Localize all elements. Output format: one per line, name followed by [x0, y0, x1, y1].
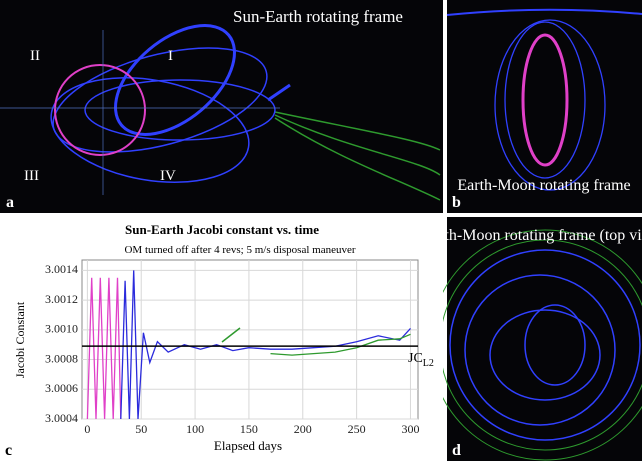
chart-title: Sun-Earth Jacobi constant vs. time	[125, 222, 319, 237]
series-line	[120, 270, 411, 420]
chart-subtitle: OM turned off after 4 revs; 5 m/s dispos…	[124, 244, 355, 256]
x-tick-label: 150	[240, 422, 258, 436]
series-line	[86, 277, 122, 420]
y-tick-label: 3.0012	[45, 292, 78, 306]
y-tick-label: 3.0008	[45, 351, 78, 365]
x-tick-label: 250	[348, 422, 366, 436]
y-axis-label: Jacobi Constant	[13, 301, 27, 378]
region-label: I	[168, 48, 173, 64]
reference-label-sub: L2	[423, 358, 434, 369]
y-tick-label: 3.0006	[45, 381, 78, 395]
panel-a-bg	[0, 0, 443, 213]
y-tick-label: 3.0014	[45, 262, 78, 276]
panel-label: d	[452, 442, 461, 459]
y-tick-label: 3.0004	[45, 411, 78, 425]
panel-a-orbits	[0, 24, 441, 201]
x-tick-label: 0	[84, 422, 90, 436]
series-line	[270, 333, 411, 356]
plot-area	[81, 259, 419, 420]
panel-label: c	[5, 442, 12, 459]
x-axis-label: Elapsed days	[214, 438, 282, 453]
x-tick-label: 300	[401, 422, 419, 436]
x-tick-label: 50	[135, 422, 147, 436]
y-tick-label: 3.0010	[45, 322, 78, 336]
panel-d-bg	[447, 217, 642, 461]
x-tick-label: 200	[294, 422, 312, 436]
panel-b-orbits	[446, 8, 642, 191]
panel-b-title: Earth-Moon rotating frame	[457, 177, 630, 194]
panel-label: b	[452, 194, 461, 211]
region-label: II	[30, 48, 40, 64]
region-label: III	[24, 168, 39, 184]
region-label: IV	[160, 168, 176, 184]
panel-d-title: Earth-Moon rotating frame (top view)	[422, 227, 642, 244]
panel-label: a	[6, 194, 14, 211]
arrow	[221, 327, 241, 343]
panel-a-title: Sun-Earth rotating frame	[233, 7, 403, 26]
x-tick-label: 100	[186, 422, 204, 436]
